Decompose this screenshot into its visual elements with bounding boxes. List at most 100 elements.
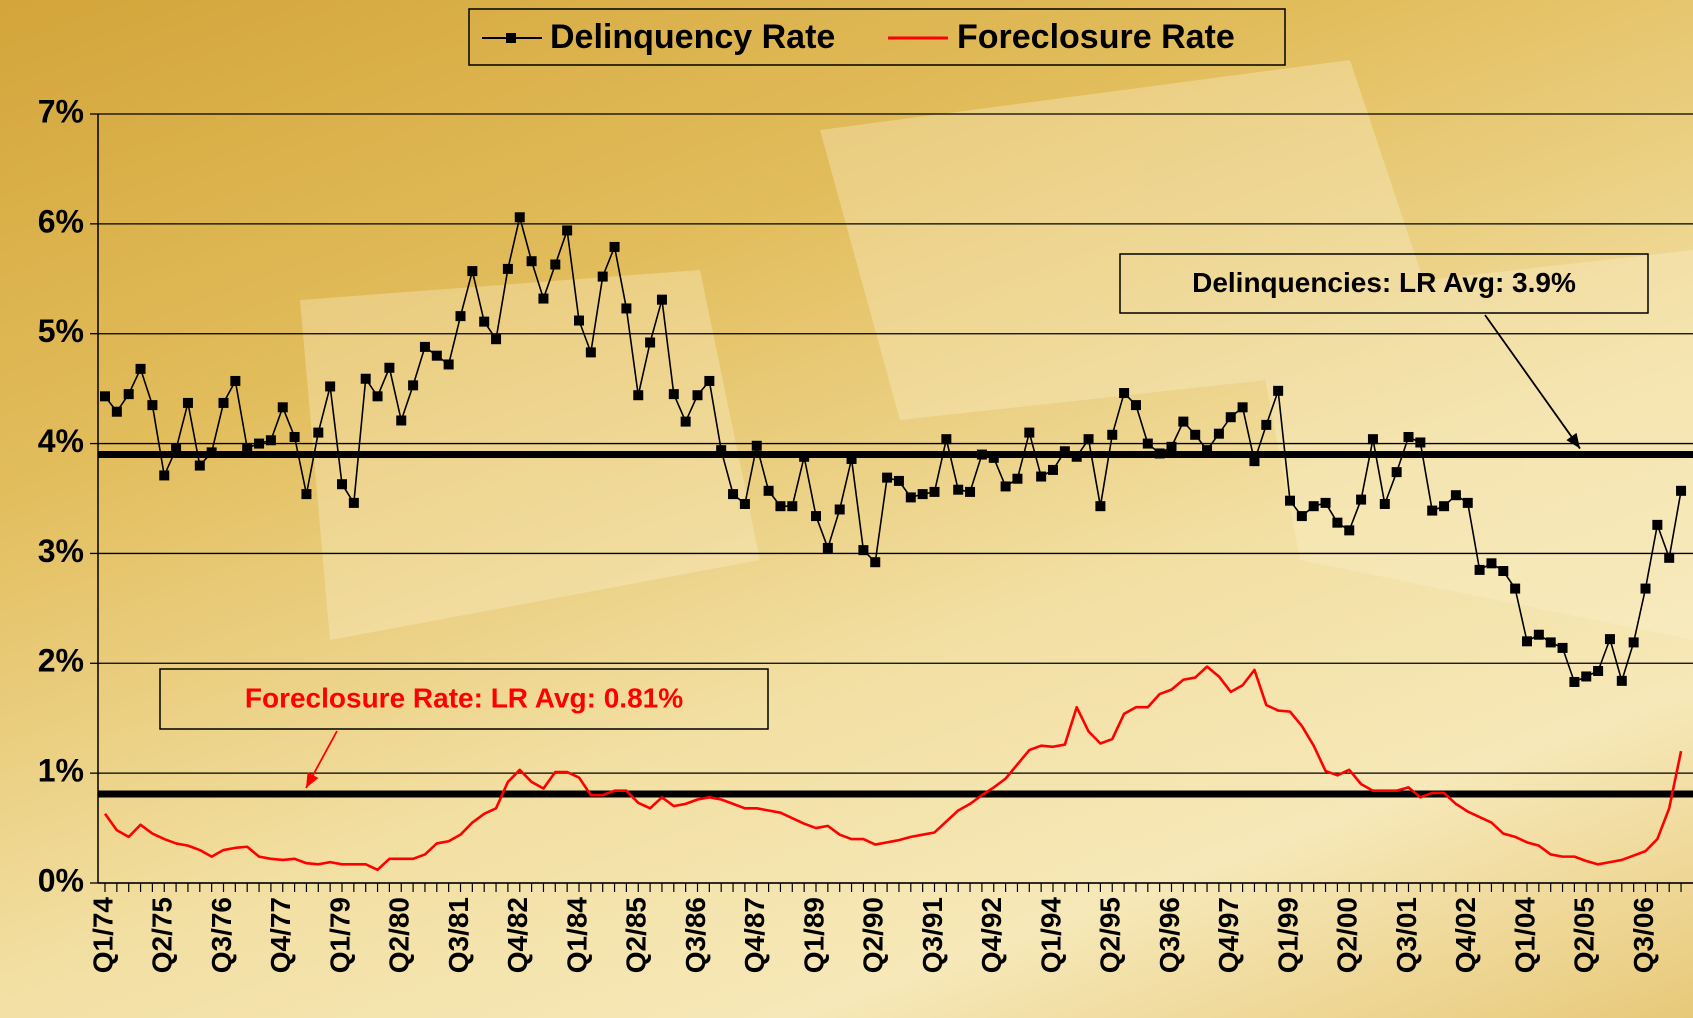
data-point xyxy=(1155,448,1165,458)
data-point xyxy=(918,489,928,499)
data-point xyxy=(1605,634,1615,644)
data-point xyxy=(136,364,146,374)
x-tick-label: Q2/05 xyxy=(1569,897,1600,973)
data-point xyxy=(989,453,999,463)
data-point xyxy=(432,351,442,361)
data-point xyxy=(1475,565,1485,575)
data-point xyxy=(1321,498,1331,508)
data-point xyxy=(610,242,620,252)
data-point xyxy=(242,443,252,453)
y-tick-label: 2% xyxy=(38,643,84,679)
data-point xyxy=(1522,636,1532,646)
x-tick-label: Q3/91 xyxy=(917,897,948,973)
data-point xyxy=(657,295,667,305)
data-point xyxy=(1415,437,1425,447)
x-tick-label: Q4/02 xyxy=(1450,897,1481,973)
data-point xyxy=(349,498,359,508)
x-tick-label: Q4/82 xyxy=(502,897,533,973)
data-point xyxy=(337,479,347,489)
data-point xyxy=(941,434,951,444)
data-point xyxy=(1309,501,1319,511)
data-point xyxy=(538,294,548,304)
data-point xyxy=(728,489,738,499)
data-point xyxy=(681,417,691,427)
annotation-text: Foreclosure Rate: LR Avg: 0.81% xyxy=(245,682,683,713)
data-point xyxy=(112,407,122,417)
x-tick-label: Q2/85 xyxy=(621,897,652,973)
data-point xyxy=(361,374,371,384)
data-point xyxy=(195,461,205,471)
y-tick-label: 5% xyxy=(38,313,84,349)
data-point xyxy=(752,441,762,451)
data-point xyxy=(219,398,229,408)
x-tick-label: Q2/80 xyxy=(384,897,415,973)
data-point xyxy=(325,381,335,391)
arrow-head xyxy=(306,772,319,788)
y-tick-label: 1% xyxy=(38,753,84,789)
data-point xyxy=(1131,400,1141,410)
data-point xyxy=(266,435,276,445)
x-tick-label: Q3/81 xyxy=(443,897,474,973)
data-point xyxy=(1652,520,1662,530)
x-tick-label: Q4/97 xyxy=(1213,897,1244,973)
data-point xyxy=(1569,677,1579,687)
data-point xyxy=(1119,388,1129,398)
data-point xyxy=(183,398,193,408)
data-point xyxy=(574,316,584,326)
data-point xyxy=(835,504,845,514)
data-point xyxy=(799,452,809,462)
data-point xyxy=(396,416,406,426)
data-point xyxy=(100,391,110,401)
data-point xyxy=(965,487,975,497)
data-point xyxy=(1202,445,1212,455)
data-point xyxy=(254,439,264,449)
x-tick-label: Q1/99 xyxy=(1272,897,1303,973)
data-point xyxy=(1012,474,1022,484)
data-point xyxy=(1167,442,1177,452)
data-point xyxy=(953,485,963,495)
data-point xyxy=(1439,501,1449,511)
data-point xyxy=(444,359,454,369)
data-point xyxy=(1498,566,1508,576)
data-point xyxy=(787,501,797,511)
data-point xyxy=(1060,446,1070,456)
data-point xyxy=(1593,666,1603,676)
data-point xyxy=(1368,434,1378,444)
data-point xyxy=(1404,432,1414,442)
data-point xyxy=(1558,643,1568,653)
data-point xyxy=(1676,486,1686,496)
data-point xyxy=(586,347,596,357)
x-tick-label: Q1/94 xyxy=(1035,897,1066,974)
data-point xyxy=(1084,434,1094,444)
data-point xyxy=(491,334,501,344)
data-point xyxy=(740,499,750,509)
data-point xyxy=(775,501,785,511)
x-tick-label: Q1/74 xyxy=(87,897,118,974)
data-point xyxy=(704,376,714,386)
data-point xyxy=(716,445,726,455)
x-tick-label: Q3/86 xyxy=(680,897,711,973)
data-point xyxy=(1095,501,1105,511)
x-tick-label: Q1/89 xyxy=(798,897,829,973)
data-point xyxy=(1214,429,1224,439)
x-tick-label: Q3/96 xyxy=(1154,897,1185,973)
annotation-text: Delinquencies: LR Avg: 3.9% xyxy=(1192,267,1576,298)
data-point xyxy=(467,266,477,276)
data-point xyxy=(562,225,572,235)
data-point xyxy=(1178,417,1188,427)
data-point xyxy=(858,545,868,555)
data-point xyxy=(230,376,240,386)
x-tick-label: Q3/76 xyxy=(206,897,237,973)
data-point xyxy=(207,447,217,457)
data-point xyxy=(1546,637,1556,647)
data-point xyxy=(479,317,489,327)
data-point xyxy=(159,470,169,480)
x-tick-label: Q2/95 xyxy=(1095,897,1126,973)
data-point xyxy=(1001,481,1011,491)
data-point xyxy=(1581,671,1591,681)
data-point xyxy=(550,260,560,270)
data-point xyxy=(1261,420,1271,430)
data-point xyxy=(906,492,916,502)
legend-marker xyxy=(506,33,516,43)
data-point xyxy=(1024,428,1034,438)
